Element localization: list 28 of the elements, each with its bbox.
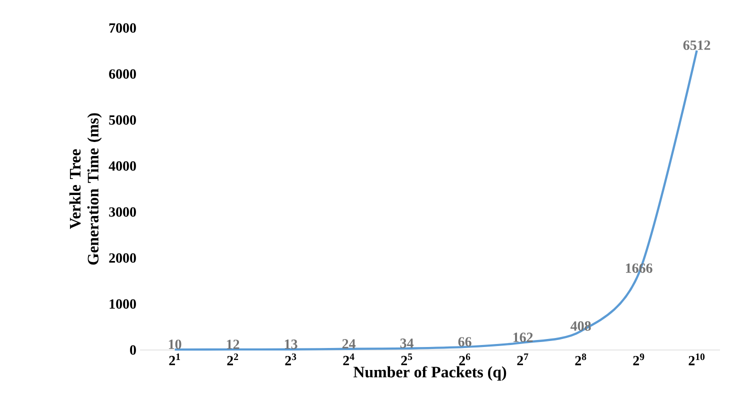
x-tick-label: 2$^{10}$	[688, 354, 705, 366]
x-tick-label: 2$^{3}$	[285, 354, 296, 366]
data-label: 6512	[683, 40, 710, 50]
x-axis-title: Number of Packets (q)	[353, 366, 506, 381]
x-tick-label: 2$^{9}$	[633, 354, 644, 366]
x-tick-label: 2$^{6}$	[459, 354, 470, 366]
y-axis-title: Verkle Tree Generation Time (ms)	[69, 113, 102, 265]
x-tick-label: 2$^{4}$	[343, 354, 354, 366]
x-tick-label: 2$^{7}$	[517, 354, 528, 366]
data-label: 162	[513, 332, 533, 342]
x-tick-label: 2$^{8}$	[575, 354, 586, 366]
y-tick-label: 7000	[109, 23, 136, 33]
y-tick-label: 6000	[109, 69, 136, 79]
data-label: 12	[226, 340, 240, 349]
y-tick-label: 0	[130, 345, 136, 355]
y-tick-label: 3000	[109, 207, 136, 217]
data-label: 10	[168, 340, 182, 350]
y-tick-label: 4000	[108, 161, 136, 171]
x-tick-label: 2$^{5}$	[401, 354, 412, 366]
data-label: 34	[400, 338, 414, 348]
y-tick-label: 5000	[109, 115, 136, 125]
x-tick-label: 2$^{2}$	[227, 354, 238, 366]
data-label: 24	[342, 339, 356, 348]
data-label: 66	[458, 337, 472, 346]
y-tick-label: 2000	[109, 253, 136, 263]
y-tick-label: 1000	[110, 299, 136, 309]
data-label: 13	[284, 340, 298, 349]
x-tick-label: 2$^{1}$	[169, 354, 180, 366]
